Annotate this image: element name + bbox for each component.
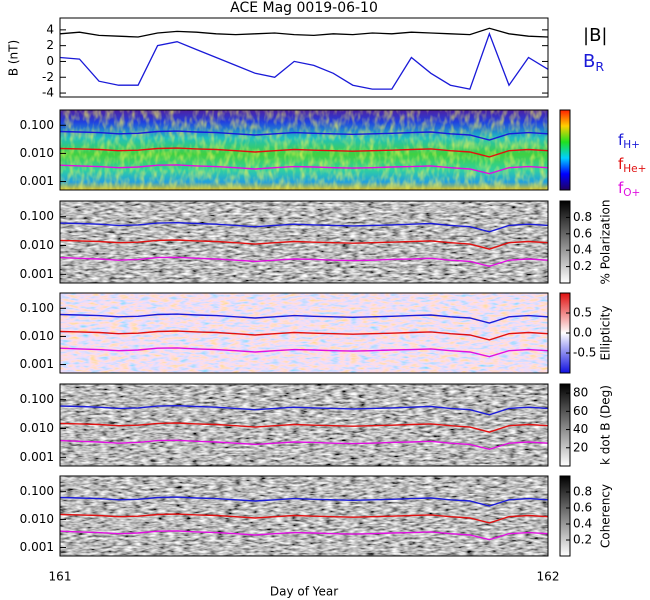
- plot-frame: [59, 292, 549, 374]
- frequency-line: [59, 422, 549, 433]
- frequency-line: [59, 513, 549, 524]
- y-tick-label: 0.001: [20, 450, 54, 464]
- y-tick-label: 0.001: [20, 540, 54, 554]
- x-tick-label: 162: [537, 570, 560, 584]
- colorbar-tick-label: 0.4: [573, 243, 592, 257]
- y-tick-label: 0.100: [20, 484, 54, 498]
- plot-frame: [59, 475, 549, 557]
- plot-frame: [59, 200, 549, 284]
- y-tick-label: 0.100: [20, 301, 54, 315]
- frequency-line: [59, 496, 549, 507]
- y-tick-label: -4: [42, 86, 54, 100]
- y-tick-label: 0.100: [20, 392, 54, 406]
- legend-name: f: [618, 179, 624, 197]
- y-tick-label: 0.001: [20, 357, 54, 371]
- colorbar-tick-label: 80: [573, 386, 588, 400]
- x-tick-label: 161: [49, 570, 72, 584]
- colorbar: [559, 383, 571, 467]
- legend-label: BR: [583, 51, 604, 74]
- legend-subscript: R: [595, 59, 604, 74]
- colorbar-tick-label: 0.5: [573, 306, 592, 320]
- plot-frame: [59, 109, 549, 191]
- colorbar-tick-label: 20: [573, 440, 588, 454]
- colorbar: [559, 109, 571, 191]
- frequency-line: [59, 404, 549, 416]
- colorbar-tick-label: 0.8: [573, 210, 592, 224]
- y-tick-label: 0.001: [20, 174, 54, 188]
- colorbar: [559, 200, 571, 284]
- chart-title: ACE Mag 0019-06-10: [230, 0, 378, 16]
- y-tick-label: 0.010: [20, 329, 54, 343]
- data-line: [59, 31, 549, 90]
- colorbar-label: % Polarization: [599, 200, 613, 285]
- frequency-line: [59, 530, 549, 541]
- colorbar-tick-label: 0.6: [573, 501, 592, 515]
- frequency-line: [59, 164, 549, 175]
- colorbar-tick-label: 0.0: [573, 326, 592, 340]
- y-tick-label: 0.010: [20, 421, 54, 435]
- y-axis-label: B (nT): [7, 40, 21, 76]
- colorbar-tick-label: 0.4: [573, 517, 592, 531]
- frequency-line: [59, 130, 549, 141]
- colorbar-tick-label: 0.8: [573, 485, 592, 499]
- x-axis-label: Day of Year: [270, 585, 338, 599]
- colorbar-label: Ellipticity: [599, 306, 613, 361]
- legend-subscript: H+: [623, 139, 640, 151]
- legend-name: |B|: [583, 25, 607, 46]
- colorbar-tick-label: 0.2: [573, 533, 592, 547]
- frequency-line: [59, 313, 549, 324]
- colorbar-tick-label: 0.6: [573, 226, 592, 240]
- legend-name: B: [583, 51, 595, 72]
- y-tick-label: 0.001: [20, 267, 54, 281]
- colorbar-tick-label: 40: [573, 422, 588, 436]
- legend-name: f: [618, 155, 624, 173]
- frequency-line: [59, 439, 549, 451]
- legend-subscript: He+: [623, 163, 646, 175]
- colorbar-tick-label: 60: [573, 404, 588, 418]
- frequency-line: [59, 330, 549, 341]
- plot-frame: [59, 17, 549, 98]
- legend-label: fHe+: [618, 155, 646, 176]
- y-tick-label: 0.010: [20, 512, 54, 526]
- frequency-line: [59, 256, 549, 268]
- colorbar: [559, 475, 571, 557]
- frequency-line: [59, 147, 549, 158]
- y-tick-label: 2: [46, 38, 54, 52]
- legend-subscript: O+: [623, 187, 640, 199]
- y-tick-label: 0.100: [20, 118, 54, 132]
- legend-label: fH+: [618, 131, 640, 152]
- frequency-line: [59, 239, 549, 250]
- y-tick-label: 0.010: [20, 146, 54, 160]
- legend-label: |B|: [583, 25, 607, 46]
- plot-frame: [59, 383, 549, 467]
- y-tick-label: 0.100: [20, 209, 54, 223]
- colorbar-tick-label: 0.2: [573, 259, 592, 273]
- data-line: [59, 27, 549, 38]
- y-tick-label: 4: [46, 22, 54, 36]
- y-tick-label: -2: [42, 70, 54, 84]
- legend-label: fO+: [618, 179, 640, 200]
- frequency-line: [59, 347, 549, 358]
- y-tick-label: 0: [46, 54, 54, 68]
- colorbar-label: k dot B (Deg): [599, 385, 613, 465]
- frequency-line: [59, 221, 549, 233]
- colorbar-tick-label: -0.5: [573, 346, 596, 360]
- legend-name: f: [618, 131, 624, 149]
- y-tick-label: 0.010: [20, 238, 54, 252]
- colorbar-label: Coherency: [599, 484, 613, 548]
